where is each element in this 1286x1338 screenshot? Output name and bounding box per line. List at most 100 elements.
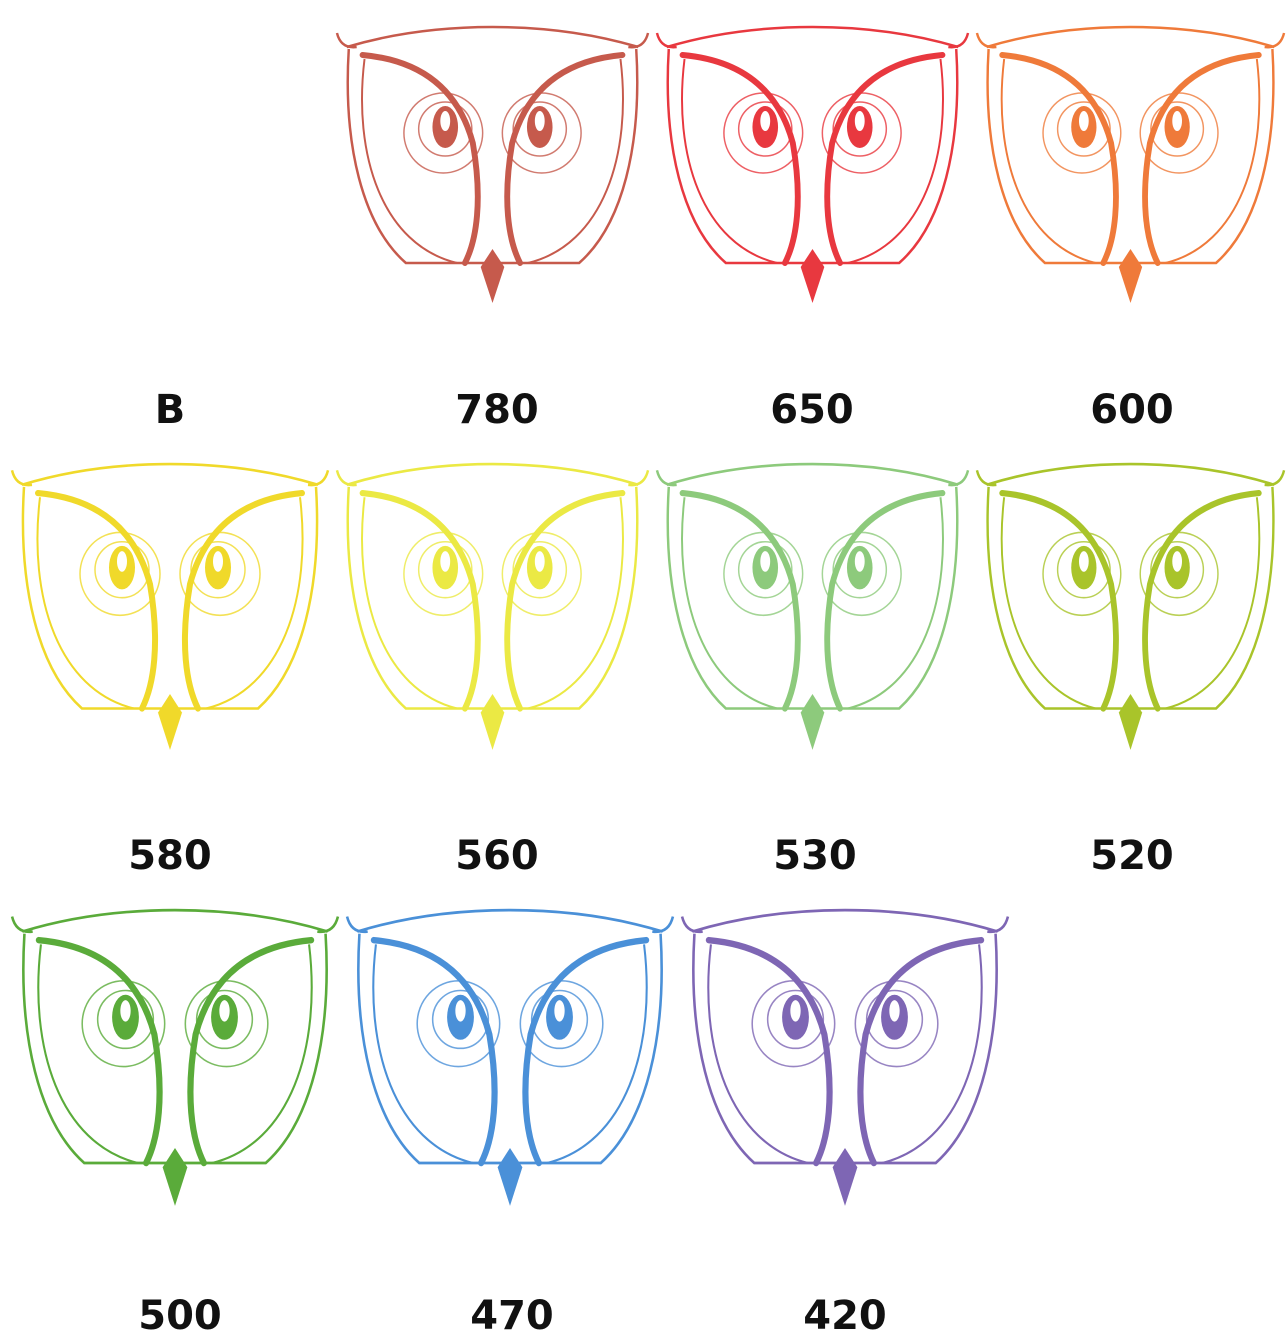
owl-face-outline bbox=[493, 49, 638, 263]
owl-face-outline bbox=[358, 934, 510, 1163]
owl-highlight bbox=[440, 551, 450, 572]
panel-label: 530 bbox=[773, 833, 857, 879]
owl-right-half bbox=[175, 910, 338, 1163]
owl-face-outline bbox=[170, 487, 317, 709]
owl-head-top bbox=[667, 464, 813, 485]
owl bbox=[337, 464, 648, 750]
owl-face-outline bbox=[988, 487, 1131, 709]
owl-face-outline bbox=[668, 487, 813, 709]
owl bbox=[682, 910, 1008, 1206]
owl-left-half bbox=[657, 27, 813, 263]
owl-right-half bbox=[170, 464, 328, 708]
owl bbox=[12, 910, 338, 1206]
owl-face-outline bbox=[845, 934, 997, 1163]
owl-beak bbox=[833, 1148, 858, 1206]
panel-label: 470 bbox=[470, 1293, 554, 1338]
owl-right-half bbox=[493, 27, 649, 263]
owl-highlight bbox=[1079, 111, 1089, 131]
owl-left-half bbox=[977, 464, 1131, 708]
owl-highlight bbox=[455, 1000, 465, 1021]
owl-beak bbox=[1119, 249, 1142, 303]
owl-highlight bbox=[120, 1000, 130, 1021]
panel-label: 780 bbox=[455, 387, 539, 433]
owl-face-outline bbox=[493, 487, 638, 709]
owl-highlight bbox=[535, 551, 545, 572]
owl-right-half bbox=[493, 464, 649, 708]
owl-highlight bbox=[117, 551, 127, 572]
owl-right-half bbox=[845, 910, 1008, 1163]
owl-highlight bbox=[554, 1000, 564, 1021]
owl-face-outline bbox=[813, 487, 958, 709]
panel-label: B bbox=[155, 387, 186, 433]
owl-beak bbox=[801, 694, 825, 750]
owl-highlight bbox=[855, 111, 865, 131]
owl-head-top bbox=[493, 464, 639, 485]
owl-highlight bbox=[219, 1000, 229, 1021]
owl-highlight bbox=[760, 551, 770, 572]
owl-face-outline bbox=[693, 934, 845, 1163]
owl-head-top bbox=[813, 464, 959, 485]
owl-highlight bbox=[1172, 551, 1182, 572]
owl-right-half bbox=[510, 910, 673, 1163]
owl-face-outline bbox=[510, 934, 662, 1163]
owl-highlight bbox=[1079, 551, 1089, 572]
owl bbox=[657, 27, 968, 303]
owl-highlight bbox=[855, 551, 865, 572]
owl-head-top bbox=[347, 27, 493, 47]
owl-left-half bbox=[337, 464, 493, 708]
owl-beak bbox=[481, 249, 505, 303]
owl-head-top bbox=[347, 464, 493, 485]
owl bbox=[12, 464, 328, 750]
owl-head-top bbox=[987, 27, 1131, 47]
owl-head-top bbox=[510, 910, 663, 931]
owl-face-outline bbox=[348, 49, 493, 263]
owl-head-top bbox=[357, 910, 510, 931]
owl-highlight bbox=[790, 1000, 800, 1021]
owl-highlight bbox=[1172, 111, 1182, 131]
panel-label: 520 bbox=[1090, 833, 1174, 879]
panel-label: 500 bbox=[138, 1293, 222, 1338]
owl-right-half bbox=[813, 27, 969, 263]
owl bbox=[337, 27, 648, 303]
owl-highlight bbox=[535, 111, 545, 131]
owl-head-top bbox=[22, 910, 175, 931]
owl bbox=[977, 464, 1284, 750]
owl-face-outline bbox=[988, 49, 1131, 263]
panel-label: 580 bbox=[128, 833, 212, 879]
owl-head-top bbox=[813, 27, 959, 47]
owl-left-half bbox=[12, 464, 170, 708]
owl-beak bbox=[1119, 694, 1142, 750]
owl-highlight bbox=[760, 111, 770, 131]
owl-head-top bbox=[170, 464, 318, 485]
owl-face-outline bbox=[668, 49, 813, 263]
owl-left-half bbox=[682, 910, 845, 1163]
owl-face-outline bbox=[813, 49, 958, 263]
panel-label: 560 bbox=[455, 833, 539, 879]
owl bbox=[977, 27, 1284, 303]
owl-beak bbox=[481, 694, 505, 750]
owl-head-top bbox=[1131, 27, 1275, 47]
owl-highlight bbox=[213, 551, 223, 572]
panel-label: 650 bbox=[770, 387, 854, 433]
owl-left-half bbox=[657, 464, 813, 708]
owl bbox=[347, 910, 673, 1206]
panel-label: 420 bbox=[803, 1293, 887, 1338]
panel-label: 600 bbox=[1090, 387, 1174, 433]
owl-head-top bbox=[692, 910, 845, 931]
owl bbox=[657, 464, 968, 750]
owl-beak bbox=[158, 694, 182, 750]
owl-beak bbox=[163, 1148, 188, 1206]
owl-head-top bbox=[845, 910, 998, 931]
owl-face-outline bbox=[1131, 49, 1274, 263]
owl-left-half bbox=[337, 27, 493, 263]
owl-face-outline bbox=[348, 487, 493, 709]
owl-right-half bbox=[1131, 464, 1285, 708]
owl-head-top bbox=[493, 27, 639, 47]
owl-left-half bbox=[977, 27, 1131, 263]
owl-highlight bbox=[889, 1000, 899, 1021]
owl-beak bbox=[801, 249, 825, 303]
owl-right-half bbox=[1131, 27, 1285, 263]
owl-beak bbox=[498, 1148, 523, 1206]
owl-highlight bbox=[440, 111, 450, 131]
owl-color-sheet: B 780 650 600 580 560 530 520 500 470 420 bbox=[0, 0, 1286, 1338]
